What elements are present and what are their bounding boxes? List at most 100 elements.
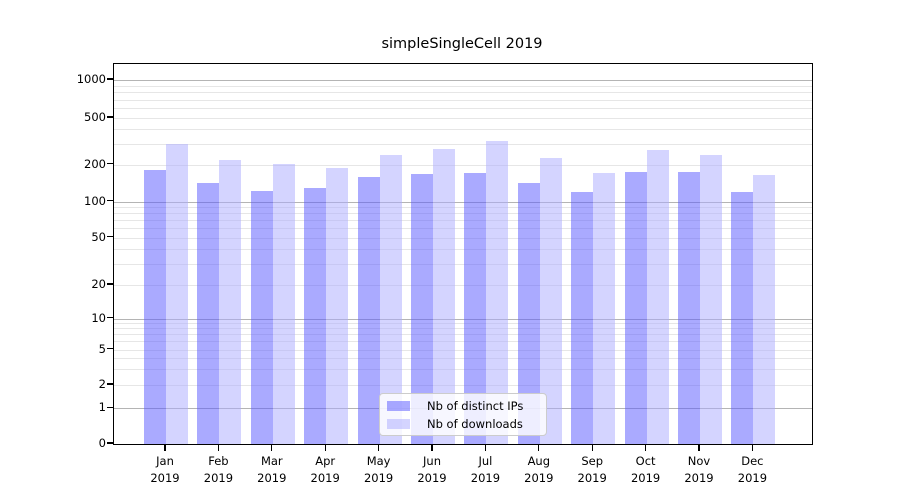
gridline-70 bbox=[114, 220, 812, 222]
gridline-30 bbox=[114, 263, 812, 265]
gridline-20 bbox=[114, 285, 812, 286]
x-tick-label-jan: Jan 2019 bbox=[150, 454, 180, 485]
gridline-9 bbox=[114, 323, 812, 325]
bar-ips-jun bbox=[411, 173, 433, 444]
y-tick-label-1: 1 bbox=[98, 400, 106, 415]
gridline-3 bbox=[114, 369, 812, 371]
y-tick-label-20: 20 bbox=[91, 277, 106, 291]
gridline-80 bbox=[114, 213, 812, 215]
y-tick-mark bbox=[107, 235, 113, 238]
gridline-400 bbox=[114, 129, 812, 131]
gridline-10 bbox=[114, 318, 812, 320]
x-tick-mark bbox=[324, 444, 326, 451]
bar-downloads-jul bbox=[486, 141, 509, 444]
bar-ips-jul bbox=[464, 172, 487, 444]
bar-ips-jan bbox=[144, 170, 166, 444]
bar-ips-dec bbox=[731, 191, 754, 444]
gridline-5 bbox=[114, 349, 812, 351]
x-tick-label-jun: Jun 2019 bbox=[417, 454, 447, 485]
x-tick-mark bbox=[698, 444, 700, 451]
bar-ips-oct bbox=[624, 171, 647, 444]
gridline-900 bbox=[114, 85, 812, 87]
x-tick-mark bbox=[645, 444, 647, 451]
y-tick-label-1000: 1000 bbox=[76, 72, 106, 86]
x-tick-label-apr: Apr 2019 bbox=[310, 454, 340, 485]
bar-downloads-jun bbox=[433, 149, 455, 444]
gridline-200 bbox=[114, 164, 812, 166]
gridline-100 bbox=[114, 201, 812, 203]
gridline-6 bbox=[114, 341, 812, 343]
y-tick-label-50: 50 bbox=[91, 229, 106, 244]
bar-ips-may bbox=[357, 176, 380, 444]
gridline-40 bbox=[114, 249, 812, 251]
y-tick-mark bbox=[107, 200, 113, 202]
x-tick-label-aug: Aug 2019 bbox=[524, 454, 554, 485]
x-tick-label-jul: Jul 2019 bbox=[470, 454, 501, 485]
x-tick-label-nov: Nov 2019 bbox=[684, 454, 714, 485]
x-tick-mark bbox=[217, 444, 219, 451]
legend: Nb of distinct IPs Nb of downloads bbox=[379, 393, 547, 436]
gridline-2 bbox=[114, 385, 812, 386]
legend-item-ips: Nb of distinct IPs bbox=[386, 398, 540, 413]
gridline-300 bbox=[114, 143, 812, 145]
bar-downloads-jan bbox=[166, 143, 188, 444]
bar-ips-nov bbox=[678, 171, 700, 444]
y-tick-mark bbox=[107, 162, 113, 165]
y-tick-label-500: 500 bbox=[84, 110, 106, 124]
legend-label: Nb of downloads bbox=[427, 416, 523, 431]
bar-downloads-apr bbox=[326, 168, 349, 444]
bar-downloads-oct bbox=[646, 149, 669, 444]
x-tick-mark bbox=[378, 444, 380, 451]
bar-ips-feb bbox=[197, 182, 220, 444]
y-tick-mark bbox=[107, 383, 113, 385]
y-tick-label-0: 0 bbox=[98, 436, 106, 450]
y-tick-label-2: 2 bbox=[98, 377, 106, 391]
bar-ips-aug bbox=[517, 182, 540, 444]
x-tick-label-mar: Mar 2019 bbox=[257, 454, 287, 485]
gridline-1000 bbox=[114, 80, 812, 81]
bar-downloads-may bbox=[379, 155, 402, 444]
x-tick-mark bbox=[751, 444, 753, 451]
gridline-800 bbox=[114, 92, 812, 94]
gridline-8 bbox=[114, 328, 812, 330]
bar-ips-mar bbox=[250, 190, 273, 444]
legend-swatch bbox=[387, 400, 410, 411]
x-tick-label-oct: Oct 2019 bbox=[630, 454, 661, 485]
gridline-500 bbox=[114, 118, 812, 119]
y-tick-label-200: 200 bbox=[84, 156, 106, 171]
x-tick-mark bbox=[538, 444, 540, 451]
y-tick-mark bbox=[107, 316, 113, 319]
bar-downloads-dec bbox=[753, 175, 776, 444]
x-tick-mark bbox=[164, 444, 166, 451]
gridline-60 bbox=[114, 228, 812, 230]
x-tick-mark bbox=[484, 444, 486, 451]
chart-title: simpleSingleCell 2019 bbox=[381, 36, 543, 52]
y-tick-mark bbox=[107, 442, 113, 444]
gridline-7 bbox=[114, 334, 812, 336]
gridline-4 bbox=[114, 358, 812, 360]
y-tick-mark bbox=[107, 406, 113, 408]
y-tick-mark bbox=[107, 78, 113, 80]
x-tick-mark bbox=[431, 444, 433, 451]
y-tick-label-5: 5 bbox=[98, 341, 106, 356]
bar-downloads-aug bbox=[539, 157, 562, 444]
x-tick-mark bbox=[591, 444, 593, 451]
y-tick-mark bbox=[107, 283, 113, 285]
y-tick-mark bbox=[107, 116, 113, 118]
x-tick-mark bbox=[271, 444, 273, 451]
bar-ips-sep bbox=[571, 191, 594, 444]
legend-swatch bbox=[387, 418, 410, 429]
bar-downloads-nov bbox=[700, 155, 722, 444]
plot-area bbox=[113, 63, 813, 445]
gridline-600 bbox=[114, 108, 812, 109]
x-tick-label-feb: Feb 2019 bbox=[203, 454, 234, 485]
bar-downloads-mar bbox=[272, 164, 295, 444]
x-tick-label-sep: Sep 2019 bbox=[577, 454, 607, 485]
y-tick-label-100: 100 bbox=[84, 193, 106, 208]
bar-ips-apr bbox=[304, 187, 327, 444]
y-tick-label-10: 10 bbox=[91, 310, 106, 325]
bar-downloads-feb bbox=[219, 159, 242, 444]
y-tick-mark bbox=[107, 347, 113, 350]
gridline-90 bbox=[114, 207, 812, 209]
